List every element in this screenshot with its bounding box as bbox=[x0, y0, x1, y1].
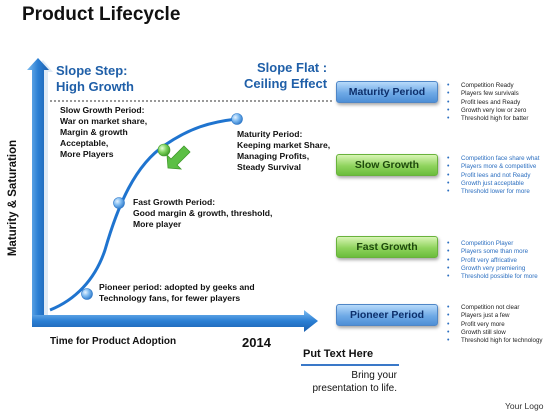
maturity-line: Steady Survival bbox=[237, 162, 302, 172]
bullet-item: Players few survivals bbox=[445, 90, 528, 99]
bullet-item: Competition Ready bbox=[445, 82, 528, 91]
slow-line: Margin & growth bbox=[60, 127, 128, 137]
fast-growth-bullets: Competition Player Players some than mor… bbox=[445, 240, 538, 282]
x-axis-arrow bbox=[32, 310, 318, 332]
pioneer-period-bullets: Competition not clear Players just a few… bbox=[445, 304, 543, 346]
slow-growth-description: Slow Growth Period: War on market share,… bbox=[60, 105, 147, 160]
put-text-underline bbox=[301, 364, 399, 366]
slope-step-line2: High Growth bbox=[56, 79, 134, 94]
fast-growth-node bbox=[113, 197, 125, 209]
bring-text: Bring your presentation to life. bbox=[312, 370, 398, 394]
fast-line: More player bbox=[133, 219, 182, 229]
maturity-line: Keeping market Share, bbox=[237, 140, 331, 150]
bullet-item: Growth still slow bbox=[445, 329, 543, 338]
slow-growth-bullets: Competition face share what Players more… bbox=[445, 155, 539, 197]
x-axis-label: Time for Product Adoption bbox=[50, 336, 177, 347]
bullet-item: Competition face share what bbox=[445, 155, 539, 164]
slow-line: Slow Growth Period: bbox=[60, 105, 145, 115]
slope-step-label: Slope Step: High Growth bbox=[56, 63, 134, 95]
bullet-item: Profit lees and Ready bbox=[445, 99, 528, 108]
bullet-item: Threshold lower for more bbox=[445, 188, 539, 197]
slow-line: War on market share, bbox=[60, 116, 148, 126]
bullet-item: Threshold possible for more bbox=[445, 273, 538, 282]
bullet-item: Growth very premiering bbox=[445, 265, 538, 274]
fast-growth-description: Fast Growth Period: Good margin & growth… bbox=[133, 197, 272, 230]
slope-flat-line1: Slope Flat : bbox=[257, 60, 328, 75]
pioneer-line: Pioneer period: adopted by geeks and bbox=[99, 282, 255, 292]
slope-step-line1: Slope Step: bbox=[56, 63, 128, 78]
bullet-item: Growth just acceptable bbox=[445, 180, 539, 189]
fast-line: Good margin & growth, threshold, bbox=[133, 208, 273, 218]
fast-growth-box: Fast Growth bbox=[336, 236, 438, 258]
bullet-item: Players more & competitive bbox=[445, 163, 539, 172]
put-text-heading: Put Text Here bbox=[303, 348, 374, 360]
y-axis-label: Maturity & Saturation bbox=[7, 139, 19, 257]
growth-arrow-icon bbox=[166, 145, 191, 170]
pioneer-node bbox=[81, 288, 93, 300]
bullet-item: Competition Player bbox=[445, 240, 538, 249]
bullet-item: Competition not clear bbox=[445, 304, 543, 313]
bullet-item: Players some than more bbox=[445, 248, 538, 257]
pioneer-description: Pioneer period: adopted by geeks and Tec… bbox=[99, 282, 255, 304]
page-title: Product Lifecycle bbox=[22, 4, 181, 25]
maturity-description: Maturity Period: Keeping market Share, M… bbox=[237, 129, 330, 173]
maturity-line: Maturity Period: bbox=[237, 129, 303, 139]
slow-line: More Players bbox=[60, 149, 114, 159]
bullet-item: Threshold high for technology bbox=[445, 337, 543, 346]
pioneer-period-box: Pioneer Period bbox=[336, 304, 438, 326]
slow-line: Acceptable, bbox=[60, 138, 109, 148]
maturity-node bbox=[231, 113, 243, 125]
maturity-period-bullets: Competition Ready Players few survivals … bbox=[445, 82, 528, 124]
logo-text: Your Logo bbox=[505, 401, 544, 411]
maturity-period-box: Maturity Period bbox=[336, 81, 438, 103]
y-axis-arrow bbox=[27, 58, 49, 322]
pioneer-line: Technology fans, for fewer players bbox=[99, 293, 241, 303]
slow-growth-box: Slow Growth bbox=[336, 154, 438, 176]
slow-growth-node bbox=[157, 143, 171, 157]
bullet-item: Profit very affricative bbox=[445, 257, 538, 266]
year-label: 2014 bbox=[242, 335, 271, 350]
bullet-item: Players just a few bbox=[445, 312, 543, 321]
bullet-item: Profit lees and not Ready bbox=[445, 172, 539, 181]
bullet-item: Threshold high for batter bbox=[445, 115, 528, 124]
slope-flat-label: Slope Flat : Ceiling Effect bbox=[244, 60, 327, 92]
lifecycle-curve bbox=[49, 117, 238, 312]
slope-flat-line2: Ceiling Effect bbox=[244, 76, 328, 91]
bullet-item: Growth very low or zero bbox=[445, 107, 528, 116]
bullet-item: Profit very more bbox=[445, 321, 543, 330]
maturity-line: Managing Profits, bbox=[237, 151, 310, 161]
fast-line: Fast Growth Period: bbox=[133, 197, 216, 207]
